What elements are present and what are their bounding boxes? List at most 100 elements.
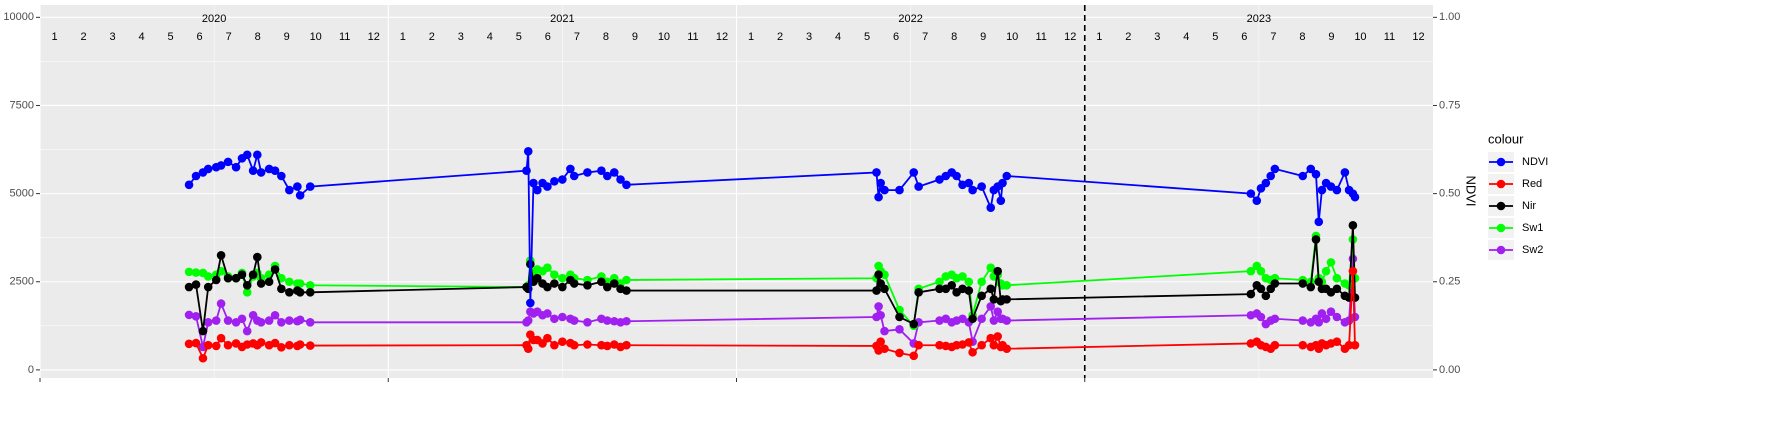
point: [569, 279, 579, 288]
y-tick-label: 5000: [10, 188, 34, 200]
point: [305, 341, 315, 350]
point: [203, 340, 213, 350]
point: [216, 299, 226, 308]
point: [1298, 340, 1308, 350]
point: [184, 267, 194, 277]
point: [1246, 289, 1256, 299]
point: [543, 309, 552, 318]
point: [285, 185, 294, 195]
point: [622, 286, 631, 295]
point: [880, 270, 889, 280]
point: [293, 182, 302, 191]
month-label: 7: [574, 31, 580, 43]
legend-point: [1496, 179, 1506, 189]
month-label: 2: [429, 31, 435, 43]
legend-label: NDVI: [1522, 156, 1548, 168]
point: [216, 161, 226, 170]
point: [986, 333, 996, 343]
point: [1317, 185, 1327, 195]
point: [1332, 312, 1342, 322]
point: [876, 310, 885, 320]
point: [989, 316, 999, 325]
point: [968, 314, 977, 324]
point: [1261, 178, 1271, 188]
point: [305, 288, 315, 297]
point: [964, 178, 974, 188]
point: [1270, 314, 1280, 324]
month-label: 9: [1328, 31, 1334, 43]
month-label: 6: [893, 31, 899, 43]
point: [184, 310, 194, 320]
point: [264, 316, 274, 325]
point: [523, 316, 533, 325]
month-label: 10: [1006, 31, 1018, 43]
month-label: 7: [922, 31, 928, 43]
point: [583, 340, 592, 349]
point: [609, 279, 619, 288]
point: [935, 340, 944, 350]
point: [968, 347, 977, 357]
y-tick-label: 0: [28, 364, 34, 376]
point: [191, 268, 201, 277]
point: [203, 317, 213, 327]
point: [602, 316, 612, 325]
point: [895, 348, 904, 358]
point: [277, 317, 286, 327]
point: [223, 340, 233, 350]
point: [935, 284, 944, 294]
point: [223, 273, 233, 283]
point: [602, 341, 612, 351]
point: [993, 332, 1002, 341]
month-label: 11: [687, 31, 698, 43]
point: [253, 150, 262, 160]
point: [558, 337, 567, 346]
legend-label: Red: [1522, 178, 1542, 190]
point: [1332, 185, 1342, 195]
y2-tick-label: 0.00: [1439, 364, 1460, 376]
point: [295, 288, 305, 297]
point: [550, 176, 559, 186]
point: [285, 277, 294, 287]
point: [270, 310, 280, 320]
point: [914, 182, 923, 191]
point: [952, 171, 961, 181]
month-label: 10: [658, 31, 670, 43]
point: [876, 178, 885, 188]
month-label: 1: [400, 31, 406, 43]
point: [1350, 340, 1360, 350]
y2-tick-label: 0.50: [1439, 188, 1460, 200]
point: [295, 340, 305, 349]
point: [1270, 164, 1280, 174]
point: [295, 191, 305, 200]
point: [977, 314, 986, 324]
point: [1298, 171, 1308, 181]
point: [880, 185, 889, 195]
legend-point: [1496, 157, 1506, 167]
month-label: 8: [255, 31, 261, 43]
point: [1348, 221, 1358, 230]
point: [977, 291, 986, 301]
month-label: 6: [1241, 31, 1247, 43]
month-label: 3: [109, 31, 115, 43]
point: [602, 171, 612, 181]
legend-point: [1496, 223, 1506, 233]
point: [543, 182, 552, 191]
point: [597, 166, 606, 175]
month-label: 4: [487, 31, 493, 43]
point: [895, 185, 904, 195]
month-label: 4: [835, 31, 841, 43]
point: [1002, 295, 1012, 304]
point: [1321, 314, 1331, 324]
y2-axis-title: NDVI: [1464, 175, 1479, 206]
month-label: 3: [1154, 31, 1160, 43]
month-label: 10: [1354, 31, 1366, 43]
point: [242, 150, 252, 160]
month-label: 7: [1270, 31, 1276, 43]
point: [211, 341, 221, 351]
point: [1246, 189, 1256, 198]
legend-label: Sw1: [1522, 222, 1543, 234]
point: [1266, 171, 1276, 181]
y2-tick-label: 0.25: [1439, 276, 1460, 288]
point: [876, 337, 885, 346]
